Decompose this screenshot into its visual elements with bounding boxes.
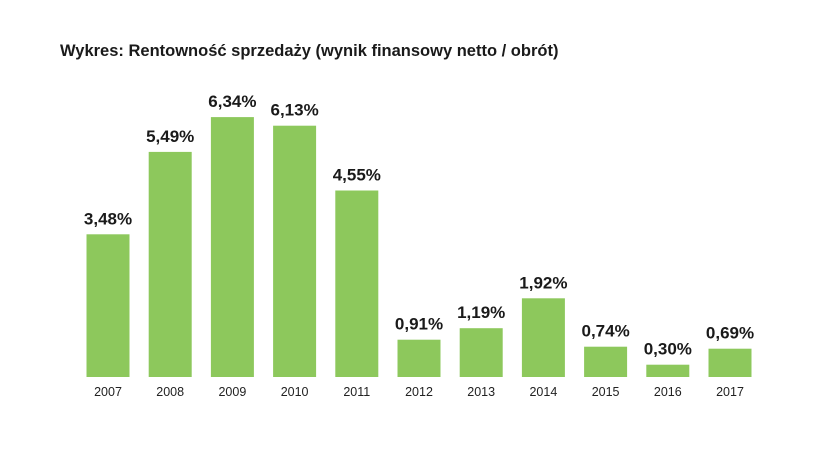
x-tick-2008: 2008 bbox=[156, 385, 184, 399]
data-label-2010: 6,13% bbox=[270, 101, 318, 120]
bar-2015 bbox=[584, 346, 628, 377]
x-tick-2012: 2012 bbox=[405, 385, 433, 399]
data-label-2009: 6,34% bbox=[208, 92, 256, 111]
data-label-2007: 3,48% bbox=[84, 209, 132, 228]
data-label-2008: 5,49% bbox=[146, 127, 194, 146]
bar-2008 bbox=[148, 151, 192, 377]
data-label-2012: 0,91% bbox=[395, 315, 443, 334]
chart-title: Wykres: Rentowność sprzedaży (wynik fina… bbox=[60, 42, 559, 60]
x-tick-2014: 2014 bbox=[529, 385, 557, 399]
bar-2007 bbox=[86, 234, 130, 377]
x-tick-2007: 2007 bbox=[94, 385, 122, 399]
x-tick-2009: 2009 bbox=[218, 385, 246, 399]
bar-2017 bbox=[708, 348, 752, 377]
data-label-2016: 0,30% bbox=[644, 340, 692, 359]
data-label-2015: 0,74% bbox=[581, 322, 629, 341]
x-tick-2013: 2013 bbox=[467, 385, 495, 399]
bars-group bbox=[86, 117, 752, 377]
bar-2016 bbox=[646, 364, 690, 377]
data-label-2014: 1,92% bbox=[519, 273, 567, 292]
x-tick-2016: 2016 bbox=[654, 385, 682, 399]
data-label-2017: 0,69% bbox=[706, 324, 754, 343]
x-axis-ticks: 2007 2008 2009 2010 2011 2012 2013 2014 2015 2016… bbox=[94, 385, 744, 399]
bar-2009 bbox=[210, 117, 254, 377]
bar-2014 bbox=[521, 298, 565, 377]
x-tick-2010: 2010 bbox=[281, 385, 309, 399]
value-labels-group: 3,48% 5,49% 6,34% 6,13% 4,55% 0,91% 1,19% 1,92%… bbox=[84, 92, 754, 359]
bar-2013 bbox=[459, 328, 503, 377]
data-label-2013: 1,19% bbox=[457, 303, 505, 322]
bar-2012 bbox=[397, 339, 441, 377]
x-tick-2011: 2011 bbox=[343, 385, 370, 399]
data-label-2011: 4,55% bbox=[333, 166, 381, 185]
bar-2010 bbox=[273, 125, 317, 377]
x-tick-2015: 2015 bbox=[592, 385, 620, 399]
x-tick-2017: 2017 bbox=[716, 385, 744, 399]
bar-2011 bbox=[335, 190, 379, 377]
